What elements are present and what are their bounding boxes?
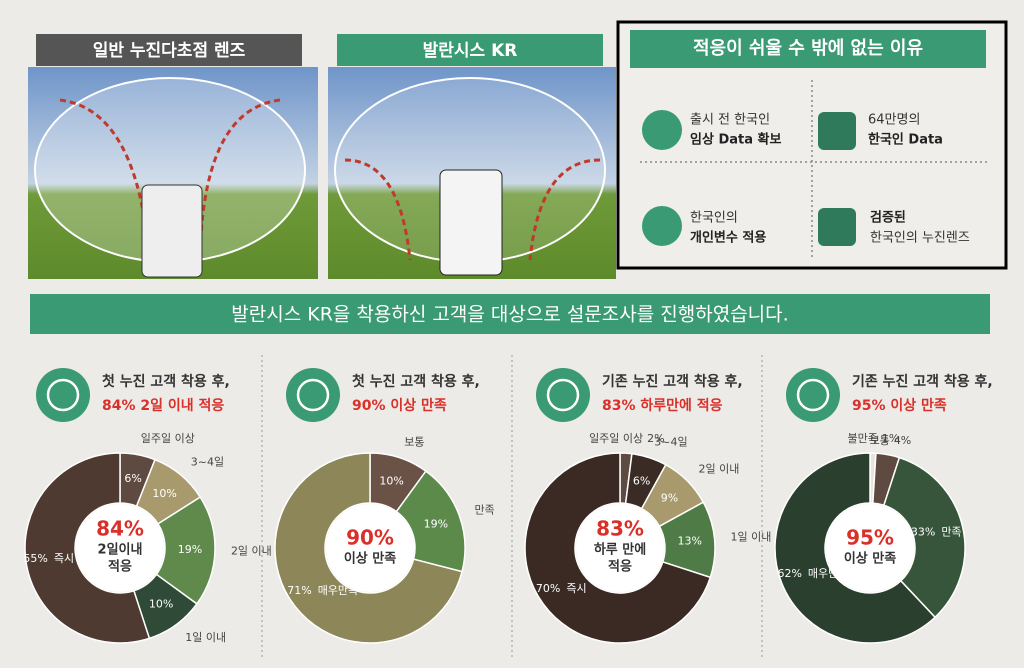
survey-icon [786,368,840,422]
reasons-title-bar [630,30,986,68]
phone-right [439,169,503,276]
reason-text: 한국인 Data [868,132,943,148]
survey-icon-inner [296,378,330,412]
segment-value: 2% [647,432,664,445]
segment-value: 10% [149,598,173,611]
segment-name: 만족 [474,503,494,516]
donut-segment [524,452,712,644]
survey-icon-inner [46,378,80,412]
segment-name: 즉시 [54,552,74,565]
survey-highlight: 90% 이상 만족 [352,397,447,414]
reason-icon [818,208,856,246]
segment-name: 매우만족 [318,584,358,597]
segment-value: 1% [882,432,899,445]
center-label: 이상 만족 [344,551,396,567]
center-value: 95% [846,526,894,550]
center-label: 하루 만에 [594,542,646,558]
center-label: 이상 만족 [844,551,896,567]
segment-value: 6% [633,474,650,487]
reason-text: 임상 Data 확보 [690,132,781,148]
survey-icon [286,368,340,422]
survey-icon-inner [796,378,830,412]
donut-segment [882,456,966,619]
segment-name: 3~4일 [654,434,687,448]
segment-name: 일주일 이상 [141,431,195,445]
center-value: 84% [96,517,144,541]
segment-value: 33% [911,526,935,539]
segment-label: 불만족 1% [848,432,900,445]
segment-value: 10% [379,474,403,487]
tab-right [337,34,603,66]
survey-highlight: 83% 하루만에 적응 [602,397,723,414]
segment-name: 일주일 이상 [589,431,643,445]
segment-value: 10% [152,487,176,500]
survey-banner-text: 발란시스 KR을 착용하신 고객을 대상으로 설문조사를 진행하였습니다. [231,304,788,326]
reason-text: 한국인의 누진렌즈 [870,231,970,246]
segment-name: 1일 이내 [731,530,772,544]
segment-value: 19% [424,517,448,530]
segment-value: 13% [677,534,701,547]
center-label: 적응 [108,559,132,575]
segment-value: 4% [894,434,911,447]
survey-heading: 기존 누진 고객 착용 후, [852,373,993,390]
segment-name: 불만족 [848,432,878,445]
segment-label: 보통 4% [870,434,912,447]
segment-label: 일주일 이상 2% [589,431,665,445]
reason-text: 개인변수 적용 [690,230,766,246]
reasons-title: 적응이 쉬울 수 밖에 없는 이유 [693,38,923,59]
center-value: 90% [346,526,394,550]
survey-highlight: 84% 2일 이내 적응 [102,397,224,414]
segment-value: 55% [23,552,47,565]
survey-banner [30,294,990,334]
segment-value: 9% [661,492,678,505]
segment-name: 1일 이내 [185,630,226,644]
survey-heading: 첫 누진 고객 착용 후, [102,373,230,390]
tab-left [36,34,302,66]
reason-text: 출시 전 한국인 [690,113,770,128]
center-label: 적응 [608,559,632,575]
reason-icon [642,206,682,246]
donut-hole [76,504,164,592]
segment-value: 19% [178,543,202,556]
segment-name: 2일 이내 [231,543,272,557]
reason-icon [818,112,856,150]
segment-name: 2일 이내 [698,462,739,476]
reason-icon [642,110,682,150]
segment-value: 62% [777,567,801,580]
donut-hole [826,504,914,592]
segment-name: 보통 [404,435,424,448]
segment-name: 만족 [941,526,961,539]
donut-hole [326,504,414,592]
segment-name: 보통 [870,434,890,447]
donut-segment [24,452,151,644]
survey-icon [36,368,90,422]
survey-icon [536,368,590,422]
center-value: 83% [596,517,644,541]
center-label: 2일이내 [98,542,143,558]
survey-highlight: 95% 이상 만족 [852,397,947,414]
segment-value: 70% [536,582,560,595]
segment-value: 6% [124,472,141,485]
segment-name: 3~4일 [191,454,224,468]
reason-text: 검증된 [870,211,906,226]
survey-heading: 첫 누진 고객 착용 후, [352,373,480,390]
donut-hole [576,504,664,592]
phone-left [141,184,203,278]
tab-left-label: 일반 누진다초점 렌즈 [93,41,246,61]
tab-right-label: 발란시스 KR [423,41,518,61]
reason-text: 64만명의 [868,113,920,128]
donut-segment [274,452,463,644]
donut-segment [774,452,937,644]
segment-value: 71% [287,584,311,597]
segment-name: 즉시 [566,582,586,595]
survey-heading: 기존 누진 고객 착용 후, [602,373,743,390]
blur-zone-right [344,158,601,261]
reason-text: 한국인의 [690,211,738,226]
survey-icon-inner [546,378,580,412]
